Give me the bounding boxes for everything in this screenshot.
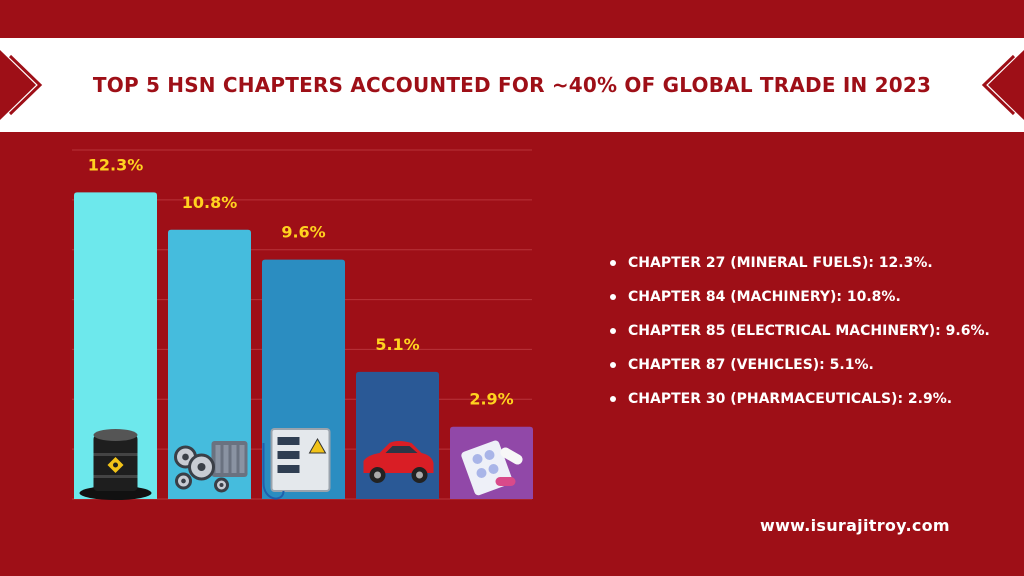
bar-value-label: 12.3% — [88, 155, 144, 174]
bar-value-label: 9.6% — [281, 223, 325, 242]
bar-chapter-87 — [356, 371, 439, 499]
bar-chapter-84 — [168, 229, 251, 499]
bar-value-label: 2.9% — [469, 390, 513, 409]
bullet-icon — [610, 294, 616, 300]
engine-icon — [174, 441, 248, 493]
pills-icon — [461, 440, 523, 496]
diamond-ornament-left-icon — [0, 50, 43, 120]
legend-item-chapter-84: Chapter 84 (Machinery): 10.8%. — [608, 284, 1008, 318]
legend-item-chapter-87: Chapter 87 (Vehicles): 5.1%. — [608, 352, 1008, 386]
bar-value-label: 10.8% — [182, 193, 238, 212]
bar-value-label: 5.1% — [375, 335, 419, 354]
legend-item-label: Chapter 27 (Mineral Fuels): 12.3%. — [628, 255, 933, 271]
page-title: Top 5 HSN Chapters Accounted For ~40% of… — [92, 73, 932, 97]
legend-item-label: Chapter 85 (Electrical Machinery): 9.6%. — [628, 323, 990, 339]
bullet-icon — [610, 260, 616, 266]
bar-chapter-27 — [74, 192, 157, 499]
car-icon — [363, 441, 434, 483]
chart-value-labels: 12.3% 10.8% 9.6% 5.1% 2.9% — [88, 155, 514, 408]
legend-item-label: Chapter 30 (Pharmaceuticals): 2.9%. — [628, 391, 953, 407]
legend-item-chapter-85: Chapter 85 (Electrical Machinery): 9.6%. — [608, 318, 1008, 352]
bullet-icon — [610, 328, 616, 334]
legend-item-label: Chapter 87 (Vehicles): 5.1%. — [628, 357, 874, 373]
chart-legend: Chapter 27 (Mineral Fuels): 12.3%. Chapt… — [608, 250, 1008, 420]
website-url: www.isurajitroy.com — [760, 516, 950, 535]
oil-barrel-icon — [79, 429, 152, 500]
legend-item-chapter-30: Chapter 30 (Pharmaceuticals): 2.9%. — [608, 386, 1008, 420]
legend-item-label: Chapter 84 (Machinery): 10.8%. — [628, 289, 901, 305]
legend-item-chapter-27: Chapter 27 (Mineral Fuels): 12.3%. — [608, 250, 1008, 284]
title-banner: Top 5 HSN Chapters Accounted For ~40% of… — [0, 38, 1024, 132]
diamond-ornament-right-icon — [981, 50, 1024, 120]
bullet-icon — [610, 396, 616, 402]
bullet-icon — [610, 362, 616, 368]
chart-icons — [79, 428, 523, 500]
electrical-panel-icon — [262, 428, 331, 500]
